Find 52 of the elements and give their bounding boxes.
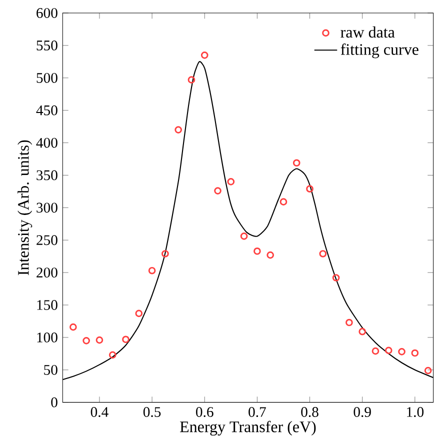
point xyxy=(240,232,248,240)
legend-label: fitting curve xyxy=(340,43,418,58)
y-tick-label: 300 xyxy=(36,202,58,213)
point xyxy=(200,52,208,59)
point xyxy=(266,251,274,259)
y-tick-label: 250 xyxy=(36,235,58,246)
x-tick-label: 0.5 xyxy=(143,407,161,417)
point xyxy=(346,318,353,326)
x-tick-label: 0.7 xyxy=(248,407,266,417)
y-tick-label: 350 xyxy=(36,170,58,180)
point xyxy=(96,336,104,344)
y-tick-label: 500 xyxy=(36,72,58,83)
y-tick-label: 150 xyxy=(37,300,58,310)
x-tick-label: 0.8 xyxy=(301,407,318,417)
y-tick-label: 400 xyxy=(36,138,58,148)
x-tick-label: 0.6 xyxy=(196,407,214,417)
point xyxy=(70,323,77,331)
point xyxy=(188,76,196,84)
point xyxy=(398,348,406,356)
point xyxy=(332,274,340,282)
point xyxy=(280,198,288,206)
x-tick-label: 1.0 xyxy=(407,407,424,417)
x-axis-title: Energy Transfer (eV) xyxy=(180,420,316,436)
point xyxy=(411,349,419,357)
point xyxy=(227,178,235,186)
y-tick-label: 600 xyxy=(36,8,58,18)
x-tick-label: 0.9 xyxy=(354,407,371,417)
point xyxy=(148,266,156,274)
point xyxy=(292,159,300,167)
point xyxy=(372,347,380,355)
point xyxy=(82,337,90,344)
point xyxy=(135,310,143,318)
point xyxy=(358,328,366,336)
point xyxy=(108,351,116,359)
point xyxy=(162,250,169,258)
point xyxy=(122,336,130,344)
point xyxy=(424,366,432,374)
point xyxy=(306,185,314,193)
y-tick-label: 200 xyxy=(36,268,58,278)
point xyxy=(384,346,392,354)
y-axis-title: Intensity (Arb. units) xyxy=(18,140,32,276)
x-tick-label: 0.4 xyxy=(90,407,108,417)
point xyxy=(254,247,261,255)
y-tick-label: 450 xyxy=(36,105,58,116)
y-tick-label: 0 xyxy=(51,397,58,408)
point xyxy=(319,250,327,258)
y-tick-label: 50 xyxy=(44,364,58,375)
point xyxy=(214,187,222,194)
y-tick-label: 550 xyxy=(36,40,58,50)
y-tick-label: 100 xyxy=(37,332,58,342)
point xyxy=(174,126,182,134)
legend-label: raw data xyxy=(340,26,395,38)
